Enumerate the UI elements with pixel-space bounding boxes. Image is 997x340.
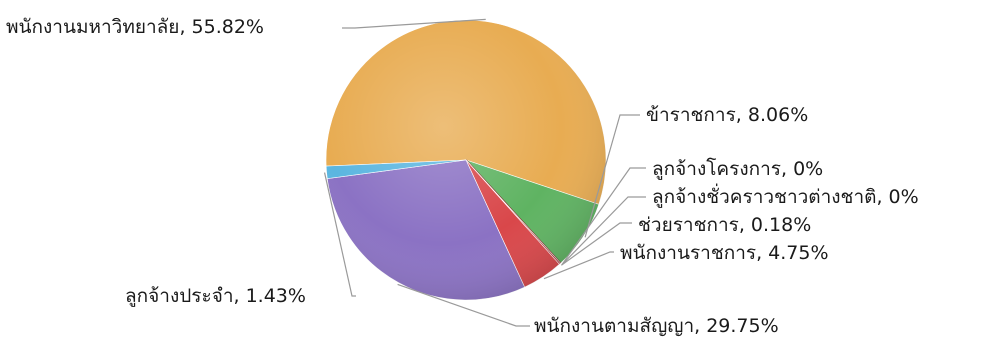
pie-slice-label: ช่วยราชการ, 0.18% <box>638 214 811 236</box>
pie-labels: พนักงานมหาวิทยาลัย, 55.82% ข้าราชการ, 8.0… <box>6 16 919 337</box>
pie-slice-label: พนักงานราชการ, 4.75% <box>620 242 829 264</box>
pie-leader-lines <box>323 18 646 327</box>
pie-slice-label: ลูกจ้างประจำ, 1.43% <box>125 285 306 307</box>
pie-leader-line <box>397 283 530 327</box>
pie-leader-line <box>561 222 632 266</box>
pie-leader-line <box>561 167 646 266</box>
pie-slice-label: ลูกจ้างชั่วคราวชาวต่างชาติ, 0% <box>652 183 919 208</box>
pie-slice-label: พนักงานมหาวิทยาลัย, 55.82% <box>6 16 264 38</box>
pie-slices <box>325 19 607 301</box>
pie-leader-line <box>543 251 614 280</box>
pie-leader-line <box>561 196 646 266</box>
pie-slice-label: ลูกจ้างโครงการ, 0% <box>652 157 823 180</box>
pie-leader-line <box>342 18 486 29</box>
pie-leader-line <box>584 114 640 238</box>
pie-slice-label: ข้าราชการ, 8.06% <box>646 104 808 126</box>
pie-leader-line <box>323 172 356 297</box>
pie-slice-label: พนักงานตามสัญญา, 29.75% <box>534 315 779 337</box>
